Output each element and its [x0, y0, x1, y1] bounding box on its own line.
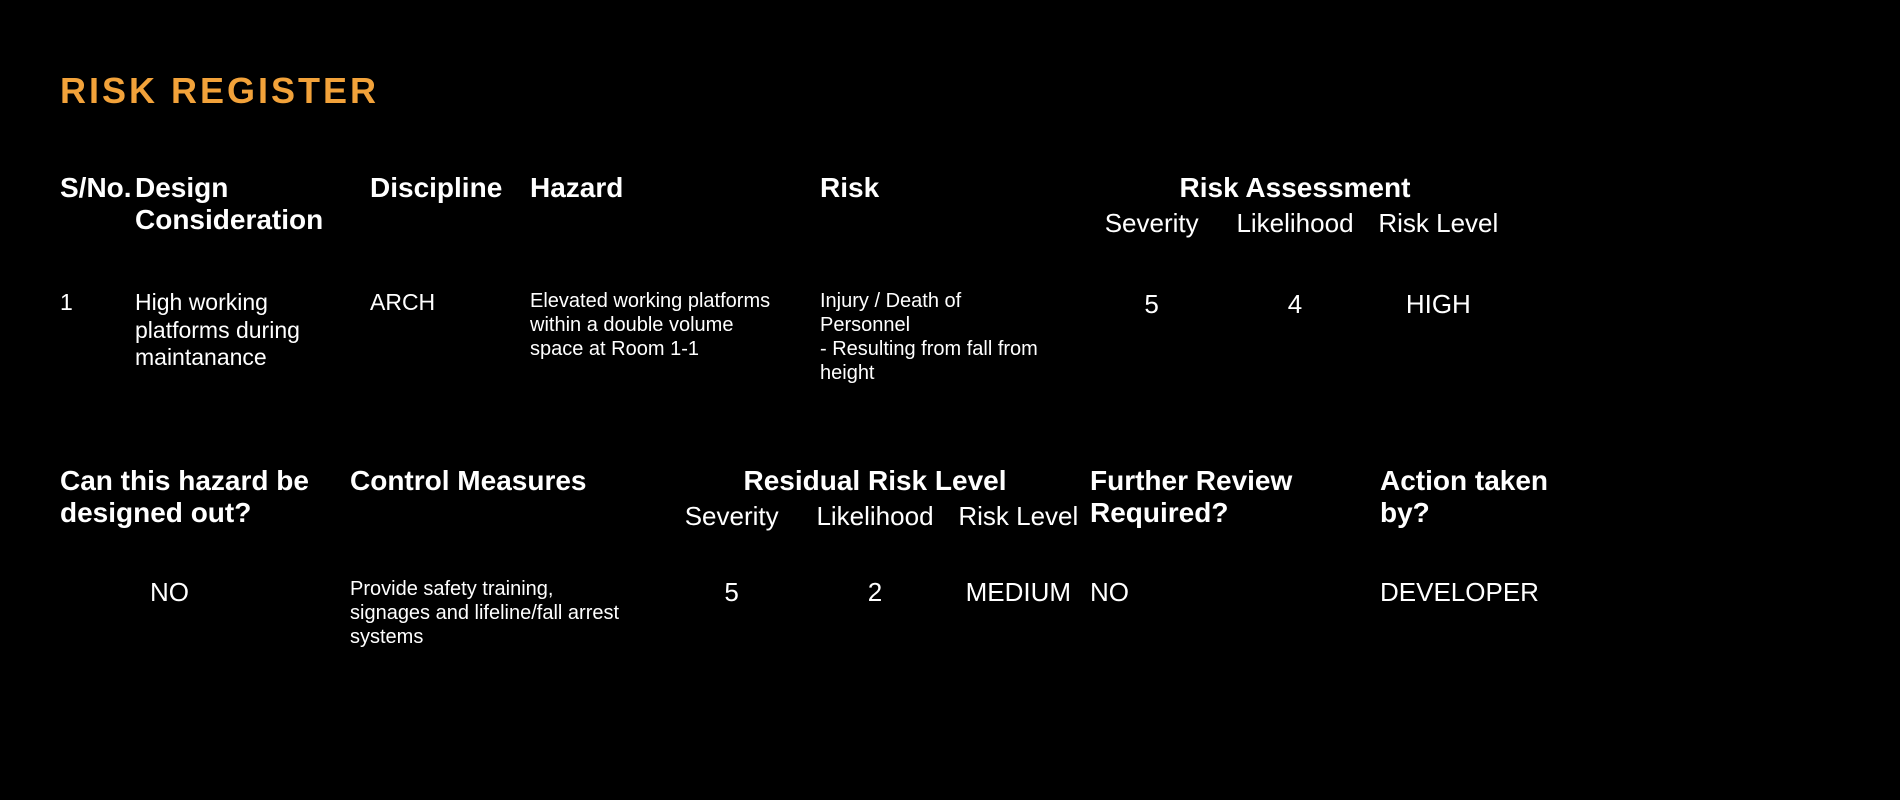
- cell-risk-level: HIGH: [1367, 289, 1510, 320]
- col-header-action-by: Action taken by?: [1380, 465, 1560, 529]
- cell-severity: 5: [1080, 289, 1223, 320]
- col-header-discipline: Discipline: [370, 172, 530, 204]
- col-header-severity: Severity: [1080, 208, 1223, 239]
- top-table: S/No. Design Consideration Discipline Ha…: [60, 172, 1840, 385]
- cell-assessment: 5 4 HIGH: [1080, 289, 1510, 320]
- spacer: [60, 532, 1590, 577]
- cell-hazard: Elevated working platforms within a doub…: [530, 289, 790, 361]
- bottom-table: Can this hazard be designed out? Control…: [60, 465, 1840, 649]
- col-header-likelihood: Likelihood: [1223, 208, 1366, 239]
- cell-likelihood: 4: [1223, 289, 1366, 320]
- cell-residual-likelihood: 2: [803, 577, 946, 608]
- col-header-risk: Risk: [820, 172, 1080, 204]
- cell-further-review: NO: [1090, 577, 1380, 608]
- cell-sno: 1: [60, 289, 135, 317]
- cell-action-by: DEVELOPER: [1380, 577, 1590, 608]
- cell-residual-risk-level: MEDIUM: [947, 577, 1090, 608]
- col-header-residual-group: Residual Risk Level Severity Likelihood …: [660, 465, 1090, 532]
- cell-design: High working platforms during maintananc…: [135, 289, 335, 372]
- residual-group-label: Residual Risk Level: [660, 465, 1090, 497]
- col-header-control: Control Measures: [350, 465, 660, 497]
- col-header-assessment-group: Risk Assessment Severity Likelihood Risk…: [1080, 172, 1510, 239]
- col-header-further-review: Further Review Required?: [1090, 465, 1310, 529]
- col-header-designed-out: Can this hazard be designed out?: [60, 465, 310, 529]
- risk-register-page: RISK REGISTER S/No. Design Consideration…: [0, 0, 1900, 649]
- col-header-residual-likelihood: Likelihood: [803, 501, 946, 532]
- col-header-sno: S/No.: [60, 172, 135, 204]
- col-header-design: Design Consideration: [135, 172, 370, 236]
- assessment-group-label: Risk Assessment: [1080, 172, 1510, 204]
- spacer: [60, 239, 1510, 289]
- cell-control: Provide safety training, signages and li…: [350, 577, 630, 649]
- cell-residual-severity: 5: [660, 577, 803, 608]
- col-header-residual-risk-level: Risk Level: [947, 501, 1090, 532]
- cell-risk: Injury / Death of Personnel - Resulting …: [820, 289, 1050, 385]
- cell-designed-out: NO: [60, 577, 350, 608]
- col-header-hazard: Hazard: [530, 172, 820, 204]
- cell-residual: 5 2 MEDIUM: [660, 577, 1090, 608]
- cell-discipline: ARCH: [370, 289, 530, 317]
- col-header-residual-severity: Severity: [660, 501, 803, 532]
- page-title: RISK REGISTER: [60, 70, 1840, 112]
- col-header-risk-level: Risk Level: [1367, 208, 1510, 239]
